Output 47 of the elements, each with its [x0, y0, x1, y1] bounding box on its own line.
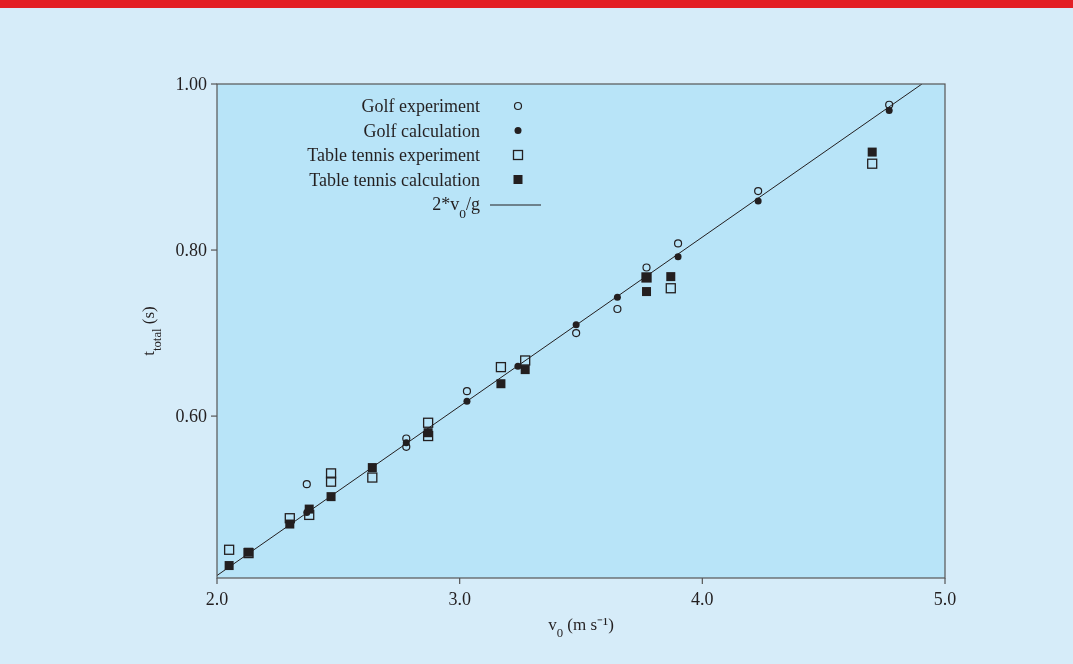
point [422, 417, 434, 428]
point [613, 293, 621, 301]
point [673, 239, 683, 248]
point [666, 272, 676, 282]
legend-label: Table tennis experiment [307, 145, 480, 165]
point [572, 321, 580, 329]
point [496, 379, 506, 389]
point [520, 355, 531, 366]
point [495, 361, 507, 373]
point [303, 508, 311, 516]
x-axis-title: v$_{0}$ (m s⁻¹) [548, 615, 614, 640]
point [224, 561, 234, 571]
legend-label: 2*v$_{0}$/g [432, 194, 480, 221]
point [642, 263, 651, 272]
x-tick-label: 2.0 [205, 589, 229, 609]
point [665, 283, 676, 294]
y-tick-label: 1.00 [175, 74, 207, 94]
point [223, 544, 235, 555]
point [462, 387, 472, 396]
point [754, 197, 762, 205]
point [367, 463, 377, 473]
x-tick-label: 3.0 [448, 589, 471, 609]
point [325, 468, 337, 479]
point [674, 253, 682, 261]
y-tick-label: 0.80 [175, 240, 207, 261]
x-tick-label: 5.0 [933, 589, 957, 609]
legend-label: Golf calculation [363, 120, 480, 141]
point [867, 147, 877, 157]
point [463, 397, 471, 405]
point [402, 434, 411, 443]
legend-label: Golf experiment [361, 96, 480, 116]
point [867, 158, 878, 169]
point [422, 430, 434, 442]
point [613, 304, 622, 314]
point [885, 100, 894, 109]
point [572, 328, 581, 338]
point [302, 480, 311, 489]
point [642, 287, 652, 297]
point [402, 442, 411, 451]
point [754, 187, 763, 196]
point [325, 476, 337, 487]
point [514, 362, 522, 370]
point [367, 472, 378, 483]
point [326, 492, 336, 502]
legend-label: Table tennis calculation [309, 169, 480, 190]
y-tick-label: 0.60 [175, 406, 207, 427]
x-tick-label: 4.0 [691, 589, 714, 609]
